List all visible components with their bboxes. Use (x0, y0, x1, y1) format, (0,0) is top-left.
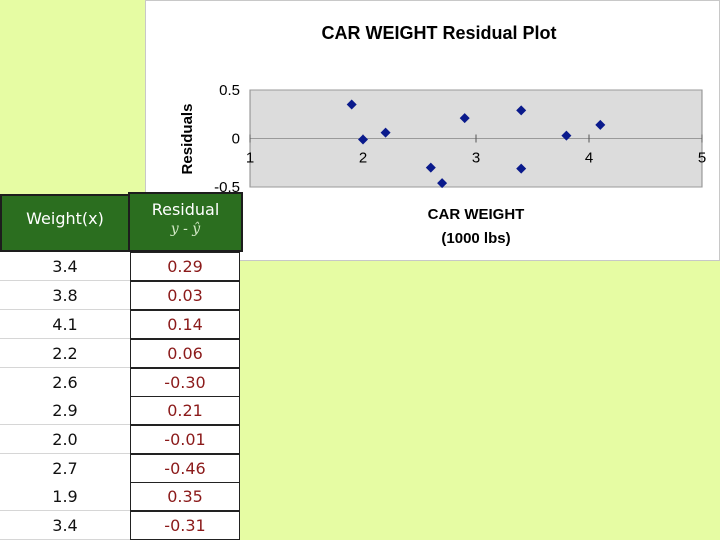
residual-cell: -0.01 (130, 425, 240, 454)
data-point (346, 99, 357, 110)
data-point (516, 105, 527, 116)
data-point (595, 119, 606, 130)
data-point (561, 130, 572, 141)
data-point (516, 163, 527, 174)
table-row: 2.2 0.06 (0, 339, 240, 368)
table-row: 1.9 0.35 (0, 482, 240, 511)
header-residual-formula: y - ŷ (170, 221, 201, 237)
header-residual: Residual y - ŷ (128, 192, 243, 252)
residual-cell: -0.31 (130, 511, 240, 540)
residual-cell: 0.21 (130, 396, 240, 425)
x-tick-labels: 1 2 3 4 5 (246, 134, 706, 167)
residual-cell: 0.29 (130, 252, 240, 281)
residual-cell: -0.46 (130, 454, 240, 483)
table-row: 3.4 0.29 (0, 252, 240, 281)
weight-cell: 2.7 (0, 454, 130, 483)
weight-cell: 4.1 (0, 310, 130, 339)
data-point (380, 127, 391, 138)
weight-cell: 2.2 (0, 339, 130, 368)
y-tick-labels: 0.5 0 -0.5 (214, 82, 240, 196)
residual-cell: 0.35 (130, 482, 240, 511)
x-tick-label: 4 (585, 150, 593, 167)
data-point (358, 134, 368, 145)
residual-cell: 0.06 (130, 339, 240, 368)
weight-cell: 2.6 (0, 368, 130, 397)
residual-cell: 0.03 (130, 281, 240, 310)
table-row: 2.7 -0.46 (0, 454, 240, 483)
x-axis-label-line1: CAR WEIGHT (428, 206, 525, 223)
data-point (459, 113, 470, 124)
y-axis-label: Residuals (179, 104, 196, 175)
data-points (346, 99, 606, 189)
weight-cell: 3.8 (0, 281, 130, 310)
header-weight: Weight(x) (0, 194, 130, 252)
y-tick-label: 0.5 (219, 82, 240, 99)
table-row: 4.1 0.14 (0, 310, 240, 339)
x-tick-label: 5 (698, 150, 706, 167)
weight-cell: 2.9 (0, 396, 130, 425)
data-point (425, 162, 436, 173)
x-tick-label: 1 (246, 150, 254, 167)
weight-cell: 1.9 (0, 482, 130, 511)
y-tick-label: 0 (232, 131, 240, 148)
table-row: 2.0 -0.01 (0, 425, 240, 454)
header-weight-label: Weight(x) (26, 209, 104, 228)
table-row: 2.6 -0.30 (0, 368, 240, 397)
x-axis-label-line2: (1000 lbs) (441, 230, 510, 247)
x-tick-label: 2 (359, 150, 367, 167)
table-row: 3.8 0.03 (0, 281, 240, 310)
weight-cell: 2.0 (0, 425, 130, 454)
x-tick-label: 3 (472, 150, 480, 167)
weight-cell: 3.4 (0, 252, 130, 281)
residual-cell: 0.14 (130, 310, 240, 339)
weight-cell: 3.4 (0, 511, 130, 540)
residual-cell: -0.30 (130, 368, 240, 397)
table-row: 2.9 0.21 (0, 396, 240, 425)
header-residual-label: Residual (151, 200, 220, 219)
table-row: 3.4 -0.31 (0, 511, 240, 540)
chart-title: CAR WEIGHT Residual Plot (321, 23, 556, 43)
data-point (437, 178, 448, 189)
y-tick-label: -0.5 (214, 179, 240, 196)
